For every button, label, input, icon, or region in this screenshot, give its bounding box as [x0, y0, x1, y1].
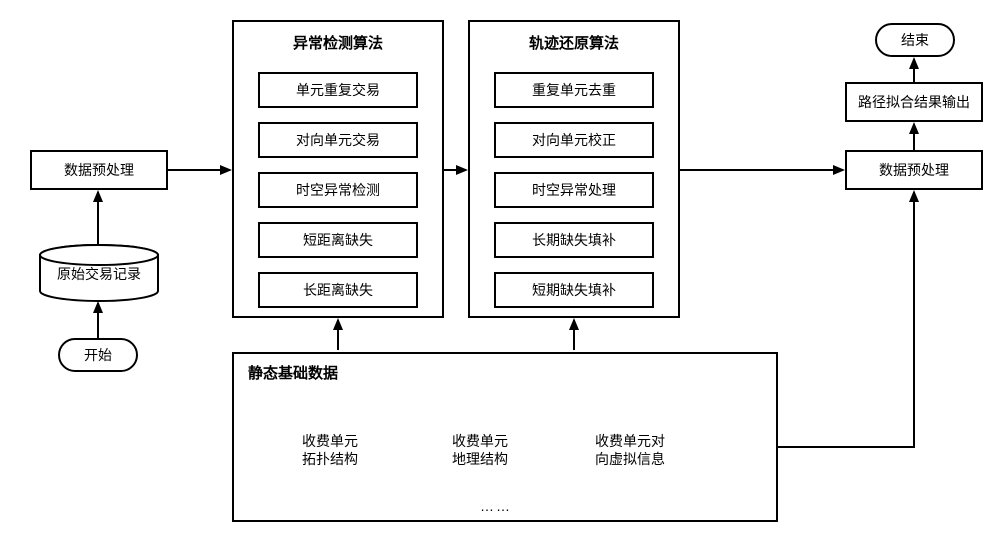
anomaly-item-label-3: 短距离缺失: [303, 230, 373, 250]
anomaly-item-4: 长距离缺失: [258, 272, 418, 308]
start-terminator: 开始: [58, 338, 138, 372]
anomaly-item-label-2: 时空异常检测: [296, 180, 380, 200]
raw-records-label: 原始交易记录: [40, 266, 158, 284]
anomaly-item-1: 对向单元交易: [258, 122, 418, 158]
virtual-cylinder: 收费单元对 向虚拟信息: [568, 412, 692, 482]
trajectory-item-0: 重复单元去重: [494, 72, 654, 108]
output-box: 路径拟合结果输出: [845, 82, 983, 122]
anomaly-item-3: 短距离缺失: [258, 222, 418, 258]
geo-label: 收费单元 地理结构: [418, 433, 542, 468]
geo-cylinder: 收费单元 地理结构: [418, 412, 542, 482]
preprocess-right-box: 数据预处理: [845, 150, 983, 190]
trajectory-item-label-1: 对向单元校正: [532, 130, 616, 150]
end-label: 结束: [901, 30, 929, 50]
anomaly-item-label-1: 对向单元交易: [296, 130, 380, 150]
end-terminator: 结束: [875, 23, 955, 57]
ellipsis: ……: [480, 498, 512, 514]
raw-records-cylinder: 原始交易记录: [40, 245, 158, 301]
trajectory-item-4: 短期缺失填补: [494, 272, 654, 308]
anomaly-item-label-4: 长距离缺失: [303, 280, 373, 300]
anomaly-item-0: 单元重复交易: [258, 72, 418, 108]
trajectory-item-label-0: 重复单元去重: [532, 80, 616, 100]
trajectory-item-label-3: 长期缺失填补: [532, 230, 616, 250]
output-label: 路径拟合结果输出: [858, 93, 970, 111]
trajectory-item-2: 时空异常处理: [494, 172, 654, 208]
trajectory-item-1: 对向单元校正: [494, 122, 654, 158]
trajectory-item-label-4: 短期缺失填补: [532, 280, 616, 300]
trajectory-item-3: 长期缺失填补: [494, 222, 654, 258]
topo-label: 收费单元 拓扑结构: [268, 433, 392, 468]
static-data-title: 静态基础数据: [248, 362, 338, 383]
topo-cylinder: 收费单元 拓扑结构: [268, 412, 392, 482]
virtual-label: 收费单元对 向虚拟信息: [568, 433, 692, 468]
trajectory-item-label-2: 时空异常处理: [532, 180, 616, 200]
preprocess-left-label: 数据预处理: [64, 161, 134, 179]
preprocess-right-label: 数据预处理: [879, 161, 949, 179]
trajectory-panel-title: 轨迹还原算法: [470, 32, 678, 53]
anomaly-panel-title: 异常检测算法: [234, 32, 442, 53]
anomaly-item-label-0: 单元重复交易: [296, 80, 380, 100]
preprocess-left-box: 数据预处理: [30, 150, 168, 190]
start-label: 开始: [84, 345, 112, 365]
anomaly-item-2: 时空异常检测: [258, 172, 418, 208]
